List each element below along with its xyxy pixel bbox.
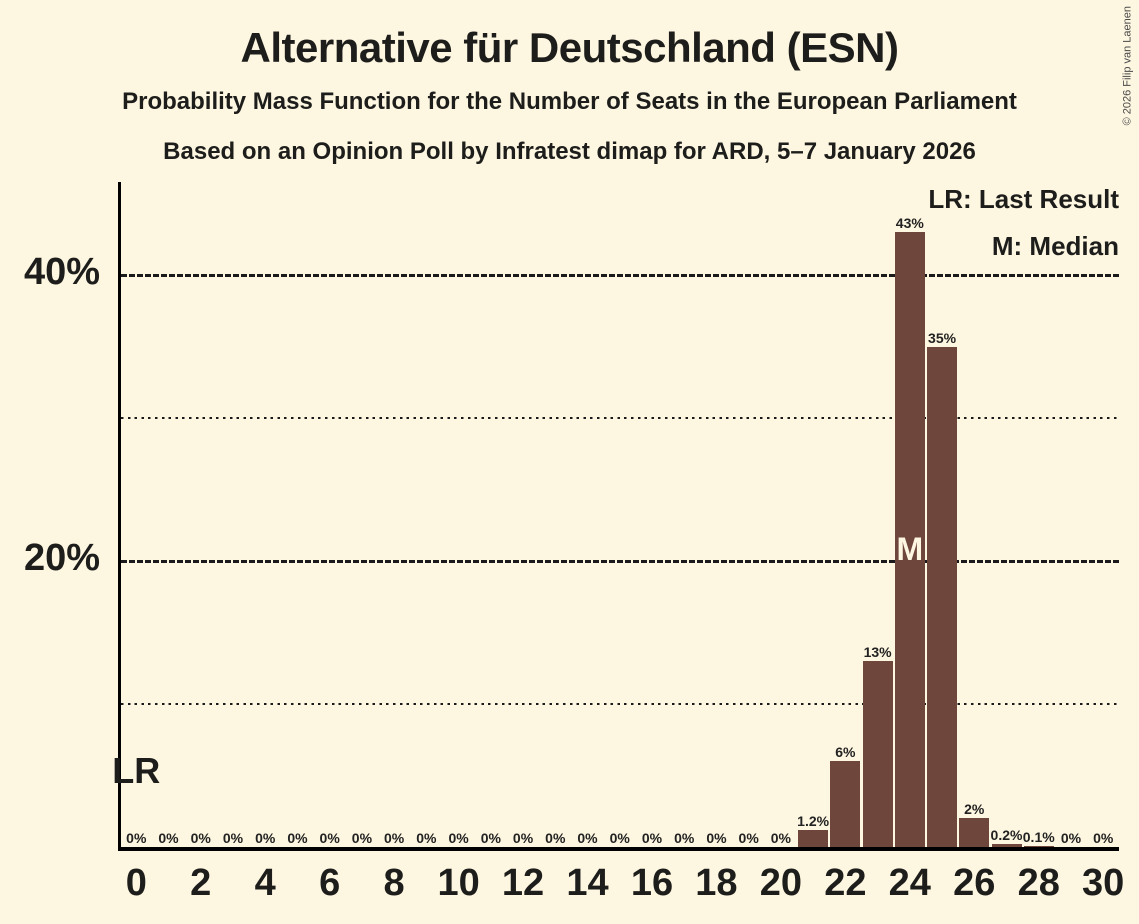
bar-seat-24 [894, 232, 925, 847]
bar-seat-23 [862, 661, 893, 847]
bar-value-label-seat-16: 0% [641, 830, 663, 846]
bar-value-label-seat-14: 0% [577, 830, 598, 846]
x-axis-label-4: 4 [254, 862, 276, 904]
x-axis-label-10: 10 [437, 862, 480, 904]
gridline-10pct [121, 702, 1119, 705]
x-axis-label-12: 12 [501, 862, 545, 904]
bar-value-label-seat-2: 0% [190, 830, 211, 846]
bar-value-label-seat-0: 0% [126, 830, 147, 846]
bar-seat-22 [830, 761, 861, 847]
bar-value-label-seat-17: 0% [674, 830, 695, 846]
gridline-20pct [121, 559, 1119, 563]
median-marker: M [896, 531, 924, 567]
bar-value-label-seat-24: 43% [895, 215, 924, 232]
bar-value-label-seat-30: 0% [1093, 830, 1114, 846]
x-axis-line [118, 847, 1119, 851]
bar-value-label-seat-19: 0% [738, 830, 759, 846]
bar-value-label-seat-12: 0% [512, 830, 534, 846]
bar-value-label-seat-22: 6% [835, 744, 856, 761]
chart-title: Alternative für Deutschland (ESN) [240, 24, 899, 71]
legend-median: M: Median [991, 231, 1119, 261]
y-axis-label-40pct: 40% [23, 251, 100, 293]
bar-value-label-seat-25: 35% [928, 329, 957, 346]
x-axis-label-30: 30 [1082, 862, 1125, 904]
x-axis-label-2: 2 [190, 862, 212, 904]
gridline-30pct [121, 416, 1119, 419]
bar-value-label-seat-18: 0% [706, 830, 727, 846]
y-axis-line [118, 182, 121, 851]
bar-value-label-seat-4: 0% [255, 830, 276, 846]
bar-value-label-seat-5: 0% [287, 830, 308, 846]
x-axis-label-22: 22 [824, 862, 867, 904]
x-axis-label-6: 6 [319, 862, 341, 904]
x-axis-label-26: 26 [953, 862, 996, 904]
bar-value-label-seat-7: 0% [351, 830, 373, 846]
bar-value-label-seat-15: 0% [609, 830, 630, 846]
bar-seat-27 [991, 844, 1022, 847]
bar-value-label-seat-29: 0% [1060, 830, 1082, 846]
x-axis-label-16: 16 [630, 862, 674, 904]
bar-seat-25 [927, 346, 958, 847]
chart-source-line: Based on an Opinion Poll by Infratest di… [163, 138, 976, 165]
last-result-marker: LR [112, 750, 161, 791]
copyright-notice: © 2026 Filip van Laenen [1121, 6, 1133, 126]
bar-value-label-seat-6: 0% [319, 830, 340, 846]
bar-value-label-seat-3: 0% [222, 830, 244, 846]
x-axis-label-8: 8 [383, 862, 405, 904]
bar-value-label-seat-23: 13% [863, 644, 892, 661]
bar-value-label-seat-11: 0% [480, 830, 501, 846]
bar-seat-26 [959, 818, 990, 847]
chart-subtitle: Probability Mass Function for the Number… [122, 88, 1017, 115]
bar-value-label-seat-26: 2% [964, 801, 985, 818]
y-axis-label-20pct: 20% [23, 537, 100, 579]
legend-last-result: LR: Last Result [928, 184, 1119, 214]
bar-seat-21 [798, 829, 829, 847]
x-axis-label-28: 28 [1017, 862, 1060, 904]
bar-value-label-seat-20: 0% [770, 830, 791, 846]
x-axis-label-24: 24 [888, 862, 931, 904]
bar-value-label-seat-10: 0% [448, 830, 469, 846]
x-axis-label-20: 20 [759, 862, 803, 904]
x-axis-label-0: 0 [125, 862, 147, 904]
bar-value-label-seat-13: 0% [545, 830, 566, 846]
bar-value-label-seat-27: 0.2% [990, 827, 1023, 844]
gridline-40pct [121, 273, 1119, 277]
bar-value-label-seat-1: 0% [158, 830, 179, 846]
x-axis-label-18: 18 [695, 862, 738, 904]
bar-value-label-seat-8: 0% [384, 830, 405, 846]
bar-value-label-seat-9: 0% [416, 830, 437, 846]
bar-value-label-seat-21: 1.2% [797, 812, 830, 829]
bar-seat-28 [1023, 845, 1054, 847]
x-axis-label-14: 14 [566, 862, 609, 904]
bar-value-label-seat-28: 0.1% [1022, 828, 1055, 845]
